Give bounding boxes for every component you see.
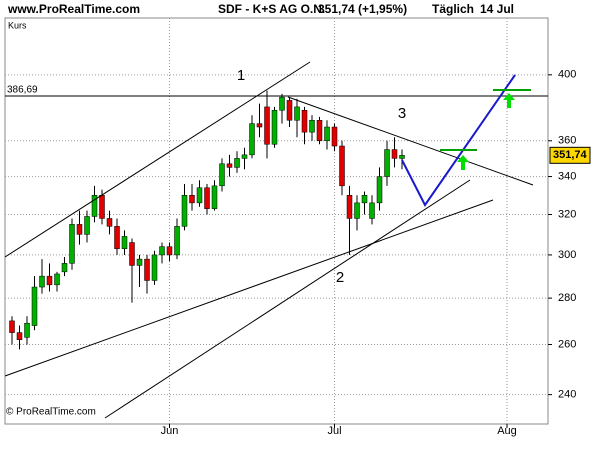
- y-tick-label: 260: [558, 338, 576, 350]
- candle-body: [301, 109, 308, 133]
- candle-body: [346, 195, 353, 219]
- candle-body: [226, 163, 233, 168]
- candle-body: [9, 320, 15, 333]
- candle-body: [196, 187, 203, 204]
- header-quote: 351,74 (+1,95%): [318, 2, 407, 16]
- candle-body: [99, 195, 105, 219]
- candle-body: [331, 126, 338, 147]
- projection-line: [401, 74, 516, 207]
- candle-body: [16, 332, 23, 340]
- header-site: www.ProRealTime.com: [7, 2, 140, 16]
- candle-body: [271, 109, 278, 145]
- y-tick-label: 400: [558, 69, 576, 81]
- candle-body: [39, 275, 45, 288]
- y-tick-label: 320: [558, 208, 576, 220]
- y-tick-label: 280: [558, 292, 576, 304]
- candle-body: [114, 226, 120, 249]
- last-price-label: 351,74: [553, 149, 588, 161]
- x-tick-label: Aug: [497, 425, 517, 437]
- plot-frame: [4, 17, 549, 425]
- candle-body: [234, 158, 240, 168]
- candle-body: [211, 185, 218, 209]
- annotation: 3: [398, 105, 406, 122]
- trend-line: [104, 179, 471, 419]
- candle-body: [181, 195, 188, 227]
- y-tick-label: 360: [558, 135, 576, 147]
- candle-body: [219, 163, 225, 187]
- trend-lines: [4, 61, 534, 419]
- candle-body: [279, 96, 285, 111]
- candle-body: [384, 149, 390, 177]
- candle-body: [46, 275, 53, 286]
- candle-body: [69, 224, 75, 264]
- y-tick-label: 300: [558, 249, 576, 261]
- candle-body: [121, 236, 128, 249]
- candle-body: [339, 145, 345, 187]
- candle-body: [166, 246, 173, 256]
- candle-body: [399, 155, 405, 159]
- candle-body: [189, 195, 195, 204]
- candle-body: [136, 258, 143, 266]
- candle-body: [61, 263, 68, 273]
- x-tick-label: Jul: [327, 425, 341, 437]
- candle-body: [84, 216, 90, 235]
- annotation: 2: [336, 269, 344, 286]
- header-date: 14 Jul: [480, 2, 514, 16]
- candle-body: [151, 254, 158, 281]
- annotation: 1: [237, 67, 245, 84]
- header-instrument: SDF - K+S AG O.N.: [218, 2, 325, 16]
- candle-body: [129, 242, 135, 266]
- candle-body: [376, 176, 383, 204]
- up-arrow: [503, 93, 515, 108]
- candle-body: [91, 195, 98, 217]
- candle-body: [369, 202, 375, 219]
- trend-line: [4, 199, 494, 377]
- level-label: 386,69: [7, 85, 38, 96]
- candle-body: [31, 286, 38, 326]
- candle-body: [106, 218, 113, 227]
- candle-body: [24, 322, 30, 338]
- candle-body: [174, 226, 180, 256]
- up-arrow: [457, 155, 469, 170]
- header-period: Täglich: [432, 2, 474, 16]
- candle-body: [159, 246, 165, 256]
- candle-body: [76, 224, 83, 235]
- candle-body: [286, 100, 293, 121]
- candle-body: [361, 195, 368, 204]
- trend-line: [4, 61, 311, 258]
- candle-body: [391, 149, 398, 159]
- candle-body: [54, 273, 60, 286]
- copyright: © ProRealTime.com: [6, 407, 96, 418]
- candle-body: [241, 154, 248, 159]
- candle-body: [354, 202, 360, 219]
- marks: 240 260 280 300 320 340 360 400 Jun Jul Aug 386,69 3…: [5, 18, 591, 437]
- candle-body: [324, 126, 330, 142]
- candle-body: [256, 123, 263, 128]
- y-label: Kurs: [8, 20, 27, 30]
- candle-body: [144, 258, 150, 281]
- candle-body: [264, 106, 270, 145]
- y-tick-label: 340: [558, 170, 576, 182]
- candle-body: [316, 120, 323, 142]
- y-tick-label: 240: [558, 389, 576, 401]
- x-tick-label: Jun: [161, 425, 179, 437]
- candle-body: [294, 106, 300, 121]
- last-price-box: [549, 146, 591, 164]
- candle-body: [249, 123, 255, 156]
- trend-line: [287, 96, 534, 186]
- candle-body: [204, 187, 210, 209]
- candle-body: [309, 120, 315, 133]
